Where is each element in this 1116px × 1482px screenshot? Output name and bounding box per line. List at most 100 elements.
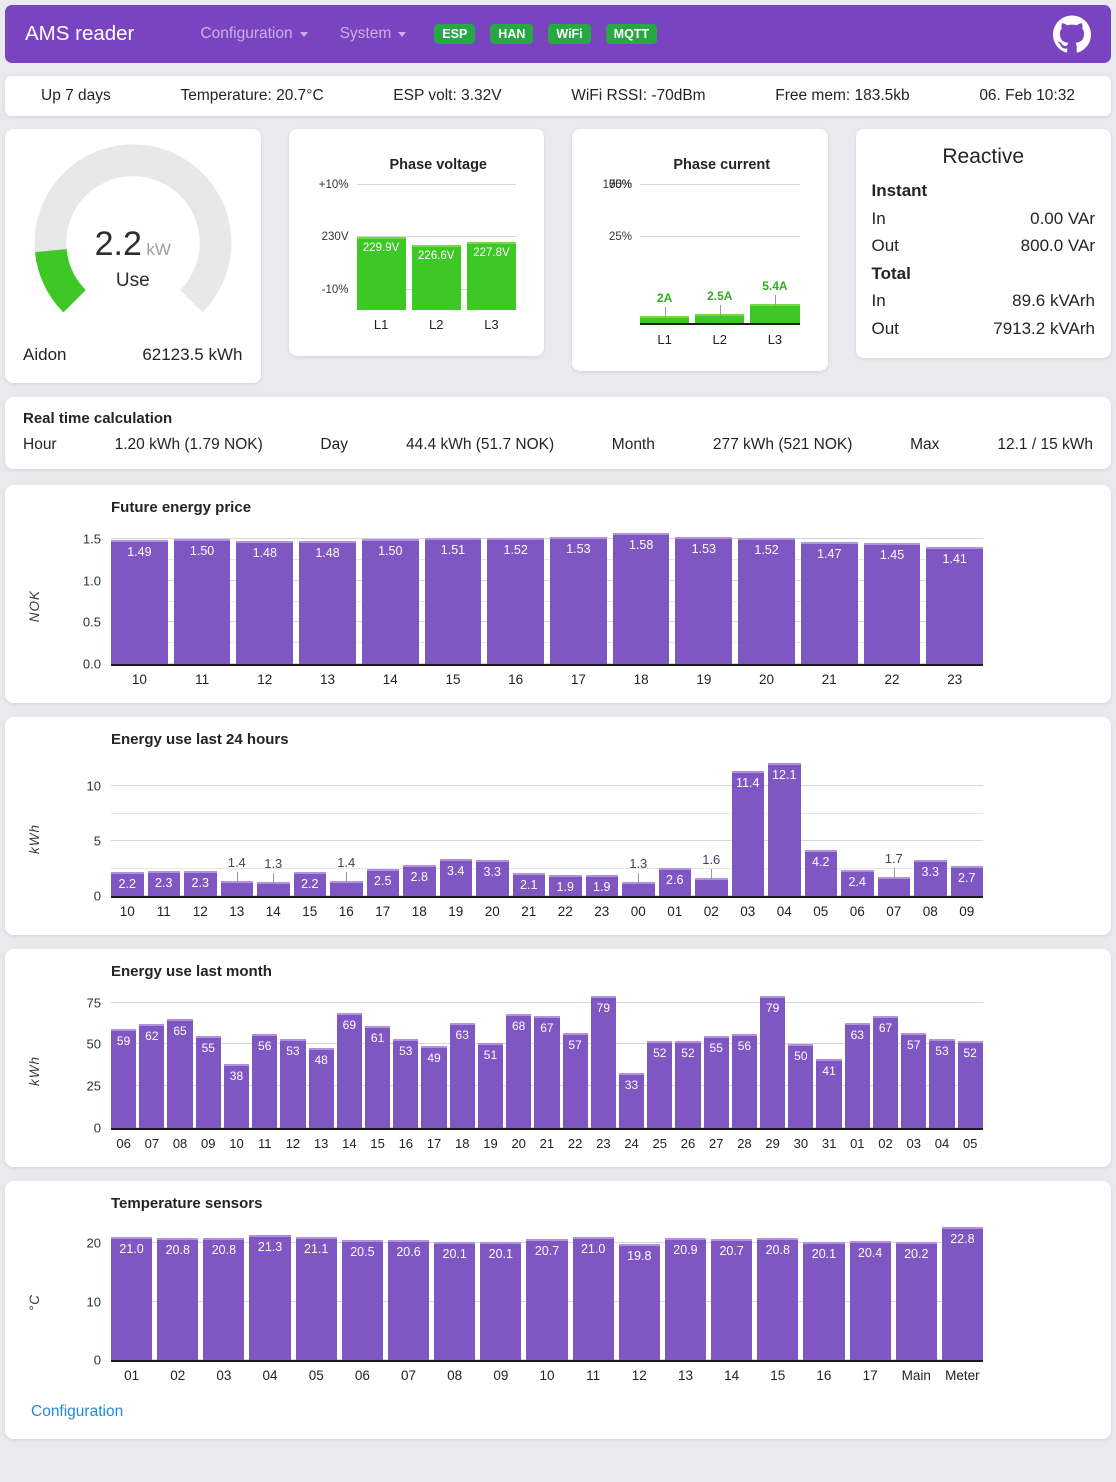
x-axis-tick: 04 [776,904,792,919]
x-axis-tick: 11 [156,904,171,919]
bar-value-label: 1.4 [337,854,356,870]
bar-column: 53 [929,990,955,1128]
bar-value-label: 20.5 [350,1245,375,1260]
power-gauge [34,144,232,313]
bar: 52 [675,1041,701,1128]
x-axis-tick: L2 [429,317,444,332]
x-axis-tick: 25 [652,1136,667,1151]
bar-value-label: 3.3 [483,864,501,879]
bar-column: 79 [760,990,786,1128]
bar-value-label: 2.4 [848,874,866,889]
x-axis-tick: L2 [712,332,727,347]
x-axis-tick: 21 [821,672,837,687]
bar: 50 [788,1044,814,1128]
bar-value-label: 1.51 [440,543,466,558]
x-axis-tick: 18 [411,904,427,919]
bar-column: 20.8 [757,1222,799,1360]
configuration-link[interactable]: Configuration [31,1403,124,1420]
bar-value-label: 5.4A [762,279,788,294]
summary-cards-row: 2.2 kW Use Aidon 62123.5 kWh Phase volta… [5,129,1111,383]
realtime-pair: Month 277 kWh (521 NOK) [612,436,853,454]
nav-configuration[interactable]: Configuration [200,25,308,43]
bar-value-label: 50 [794,1049,808,1064]
bar-value-label: 2.8 [410,870,428,885]
bar-value-label: 55 [201,1041,215,1055]
bar: 1.48 [299,540,356,664]
bar-column: 1.3 [622,758,655,896]
gauge-mode: Use [115,270,150,291]
status-bar: Up 7 days Temperature: 20.7°C ESP volt: 3.… [5,76,1111,116]
bar: 20.4 [849,1240,891,1360]
bar: 1.6 [695,852,728,896]
x-axis-tick: 14 [342,1136,357,1151]
nav-menus: Configuration System [200,25,407,43]
bar-value-label: 20.9 [673,1242,698,1257]
bar: 61 [364,1025,391,1128]
bar: 1.9 [585,875,618,896]
bar-column: 2.2 [293,758,326,896]
bar: 2A [640,291,690,323]
bar-column: 1.50 [361,526,419,664]
bar-value-label: 4.2 [812,855,830,869]
label-connector-line [774,295,776,307]
bar: 5.4A [750,279,800,323]
x-axis-tick: 01 [124,1368,140,1383]
bar-column: 229.9V [356,185,406,310]
gridline [111,538,983,540]
bar-value-label: 67 [878,1020,893,1035]
nav-system[interactable]: System [340,25,407,43]
bar: 79 [760,995,786,1128]
bar: 20.6 [387,1239,430,1360]
bar-value-label: 1.47 [817,546,842,561]
bar-value-label: 1.53 [566,541,591,556]
bar-value-label: 21.3 [257,1240,283,1255]
bar-column: 2.8 [403,758,436,896]
bar-value-label: 48 [314,1052,328,1067]
bar: 3.3 [914,859,947,896]
bar-value-label: 20.1 [811,1247,837,1262]
bar: 3.3 [476,859,509,896]
x-axis-tick: 28 [737,1136,752,1151]
bar-column: 1.51 [424,526,482,664]
reactive-row-value: 800.0 VAr [1020,236,1095,256]
nav-label: System [339,25,392,42]
bar-value-label: 79 [765,1000,780,1015]
bar-column: 4.2 [804,758,837,896]
x-axis-tick: 09 [493,1368,509,1383]
nav-label: Configuration [200,25,293,42]
x-axis-tick: 12 [631,1368,647,1383]
bar-column: 1.53 [550,526,607,664]
y-axis-tick: 25% [608,230,632,243]
bar: 3.4 [439,858,472,896]
x-axis-tick: 02 [878,1136,893,1151]
bar-column: 53 [280,990,306,1128]
y-axis-tick: 10 [86,1294,101,1310]
bar-column: 20.2 [895,1222,937,1360]
bar-column: 63 [449,990,475,1128]
bar-value-label: 20.8 [165,1243,190,1258]
bar: 67 [534,1015,560,1128]
bar-value-label: 1.4 [227,854,246,870]
bar-column: 2.5A [695,185,745,323]
bar-value-label: 20.1 [442,1247,467,1262]
bar-value-label: 227.8V [473,247,510,260]
bar-column: 20.8 [157,1222,199,1360]
gridline [356,183,516,185]
bar-value-label: 2.5A [707,289,733,304]
gridline [111,1001,983,1003]
bar: 1.52 [487,537,545,664]
x-axis-tick: 06 [354,1368,370,1383]
x-axis-tick: 21 [521,904,537,919]
x-axis-tick: 11 [257,1136,272,1151]
bar-column: 2A [640,185,690,323]
bar-value-label: 226.6V [418,249,455,262]
bar-column: 2.7 [950,758,983,896]
bar-column: 1.6 [695,758,728,896]
x-axis-tick: Meter [945,1368,980,1383]
y-axis-tick: 75% [608,179,632,191]
bar-column: 55 [703,990,729,1128]
github-icon[interactable] [1053,15,1091,53]
bar-value-label: 1.58 [628,537,654,552]
y-axis-tick: 230V [321,231,349,243]
y-axis-tick: 10 [86,778,101,794]
